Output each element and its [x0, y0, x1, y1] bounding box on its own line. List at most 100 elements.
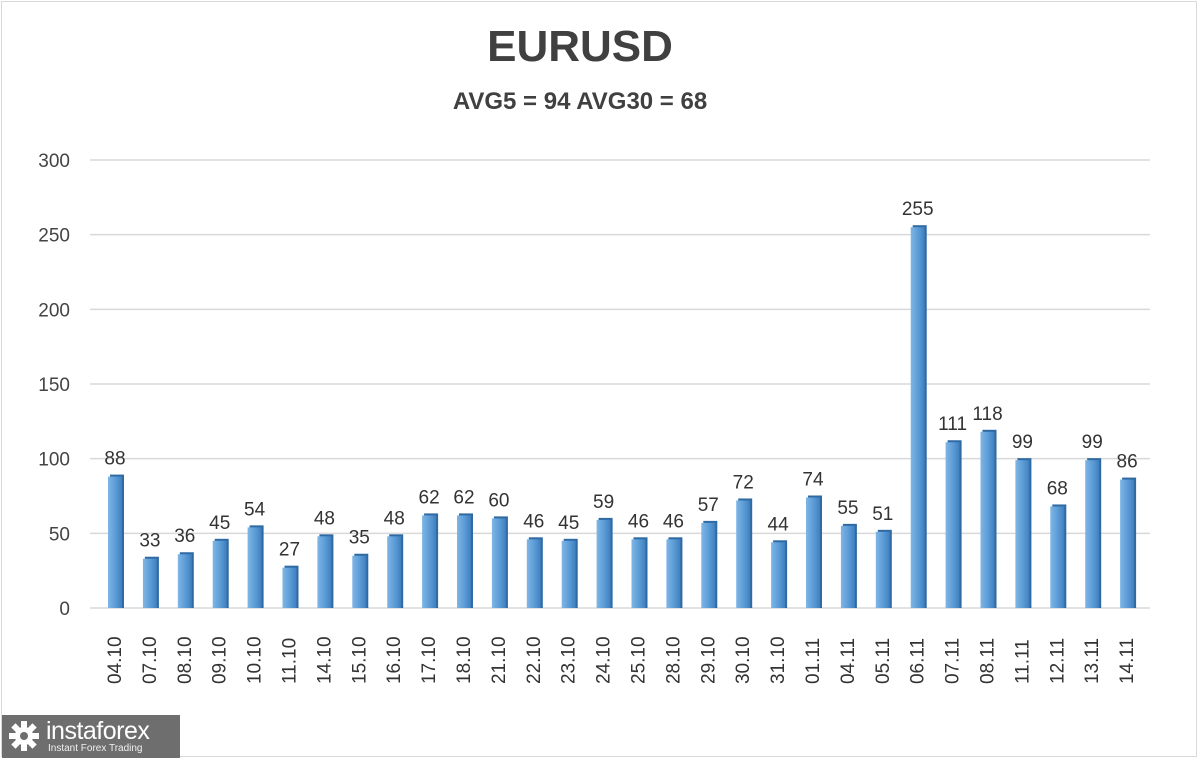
bar [1050, 506, 1065, 608]
bar [980, 431, 995, 608]
x-tick-label: 08.11 [978, 638, 999, 684]
x-tick-label: 01.11 [803, 638, 824, 684]
y-tick-label: 250 [38, 226, 70, 247]
data-label: 44 [768, 514, 790, 535]
bar [422, 515, 437, 608]
x-tick-label: 16.10 [384, 636, 405, 684]
x-tick-label: 08.10 [175, 636, 196, 684]
x-tick-label: 21.10 [489, 636, 510, 684]
y-tick-label: 50 [49, 524, 70, 545]
bar [806, 497, 820, 608]
data-label: 57 [698, 495, 719, 516]
data-label: 68 [1047, 478, 1068, 499]
x-tick-label: 07.10 [140, 636, 161, 684]
bar [352, 555, 367, 608]
instaforex-logo: instaforex Instant Forex Trading [2, 715, 180, 758]
data-label: 51 [872, 504, 893, 525]
x-tick-label: 11.11 [1012, 639, 1033, 684]
bar [1085, 460, 1100, 608]
data-label: 46 [628, 511, 649, 532]
bar [910, 227, 925, 608]
bar [317, 536, 332, 608]
data-label: 118 [972, 404, 1002, 425]
x-tick-label: 06.11 [908, 638, 929, 684]
logo-tagline: Instant Forex Trading [48, 743, 143, 754]
bar [177, 554, 192, 608]
bar [526, 539, 541, 608]
bar [457, 515, 471, 608]
bar [212, 540, 227, 608]
bar [561, 540, 576, 608]
bar [736, 500, 751, 608]
x-tick-label: 24.10 [594, 636, 615, 684]
data-label: 74 [802, 469, 824, 490]
bar [387, 536, 402, 608]
x-tick-label: 14.11 [1117, 638, 1138, 684]
x-tick-label: 09.10 [210, 636, 231, 684]
x-tick-label: 04.10 [105, 636, 126, 684]
x-tick-label: 31.10 [768, 636, 789, 684]
x-tick-label: 15.10 [349, 636, 370, 684]
x-tick-label: 05.11 [873, 638, 894, 684]
y-tick-label: 300 [38, 151, 70, 172]
bar [142, 558, 157, 608]
bar [875, 531, 890, 608]
x-tick-label: 29.10 [698, 636, 719, 684]
data-label: 99 [1012, 432, 1033, 453]
data-label: 99 [1082, 432, 1103, 453]
data-label: 62 [453, 487, 474, 508]
x-tick-label: 13.11 [1082, 638, 1103, 684]
data-label: 46 [523, 511, 544, 532]
x-tick-label: 12.11 [1047, 638, 1068, 684]
gear-logo-icon [9, 721, 39, 751]
data-label: 72 [733, 472, 754, 493]
data-label: 33 [139, 531, 160, 552]
x-tick-label: 25.10 [629, 636, 650, 684]
data-label: 60 [488, 490, 509, 511]
bar [840, 525, 855, 608]
data-label: 55 [837, 498, 858, 519]
bar [666, 539, 681, 608]
data-label: 45 [209, 513, 230, 534]
x-tick-label: 07.11 [943, 638, 964, 684]
data-label: 54 [244, 499, 266, 520]
bar [282, 567, 297, 608]
bar [108, 476, 122, 608]
x-tick-label: 28.10 [663, 636, 684, 684]
x-tick-label: 18.10 [454, 636, 475, 684]
bar [945, 442, 960, 608]
y-tick-label: 0 [59, 599, 70, 620]
data-label: 86 [1117, 452, 1138, 473]
x-tick-label: 30.10 [733, 636, 754, 684]
bar [771, 542, 786, 608]
x-tick-label: 14.10 [314, 636, 335, 684]
bar [596, 519, 611, 608]
x-tick-label: 23.10 [559, 636, 580, 684]
y-tick-label: 100 [38, 450, 70, 471]
data-label: 255 [902, 199, 934, 220]
data-label: 36 [174, 526, 195, 547]
x-tick-label: 04.11 [838, 638, 859, 684]
data-label: 59 [593, 492, 614, 513]
y-tick-label: 200 [38, 300, 70, 321]
x-tick-label: 22.10 [524, 636, 545, 684]
bar [701, 522, 716, 608]
bar [491, 518, 506, 608]
y-tick-label: 150 [38, 375, 70, 396]
data-label: 111 [938, 414, 967, 435]
x-tick-label: 11.10 [280, 638, 301, 684]
logo-name: instaforex [46, 717, 150, 745]
bar [1120, 479, 1135, 608]
data-label: 48 [384, 508, 405, 529]
bar [631, 539, 646, 608]
data-label: 35 [349, 528, 370, 549]
data-label: 45 [558, 513, 579, 534]
x-tick-label: 17.10 [419, 636, 440, 684]
data-label: 88 [104, 449, 125, 470]
x-tick-label: 10.10 [245, 636, 266, 684]
data-label: 48 [314, 508, 335, 529]
chart-subtitle: AVG5 = 94 AVG30 = 68 [452, 88, 708, 115]
bar [1015, 460, 1030, 608]
